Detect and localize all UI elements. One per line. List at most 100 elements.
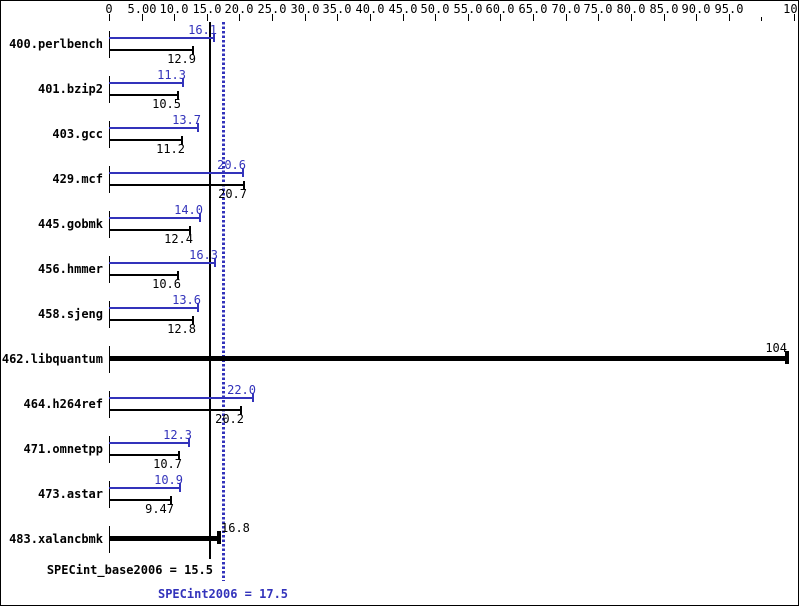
axis-tick <box>598 14 599 21</box>
base-bar <box>109 49 193 51</box>
axis-tick-label: 90.0 <box>681 2 711 16</box>
base-value-label: 20.7 <box>218 187 247 201</box>
axis-tick <box>370 14 371 21</box>
axis-tick-label: 60.0 <box>485 2 515 16</box>
peak-bar-cap <box>214 258 216 267</box>
axis-tick <box>761 17 762 21</box>
base-bar <box>109 499 171 501</box>
benchmark-label: 403.gcc <box>52 127 103 141</box>
peak-bar-cap <box>197 303 199 312</box>
benchmark-label: 445.gobmk <box>37 217 103 231</box>
axis-tick-label: 25.0 <box>257 2 287 16</box>
row-axis-line <box>109 391 110 418</box>
axis-tick <box>403 14 404 21</box>
axis-tick-label: 105 <box>783 2 798 16</box>
axis-tick <box>664 14 665 21</box>
row-axis-line <box>109 211 110 238</box>
merged-value-label: 16.8 <box>221 521 250 535</box>
row-axis-line <box>109 166 110 193</box>
axis-tick <box>174 14 175 21</box>
axis-tick-label: 40.0 <box>355 2 385 16</box>
row-axis-line <box>109 436 110 463</box>
benchmark-label: 400.perlbench <box>9 37 103 51</box>
axis-tick <box>500 14 501 21</box>
base-value-label: 20.2 <box>215 412 244 426</box>
specint-base2006-summary: SPECint_base2006 = 15.5 <box>46 563 213 577</box>
base-bar-cap <box>189 226 191 235</box>
axis-tick <box>142 14 143 21</box>
peak-bar <box>109 307 198 309</box>
benchmark-label: 471.omnetpp <box>23 442 103 456</box>
base-bar-cap <box>170 496 172 505</box>
axis-tick-label: 30.0 <box>290 2 320 16</box>
axis-tick <box>207 14 208 21</box>
peak-bar <box>109 127 198 129</box>
specint2006-summary: SPECint2006 = 17.5 <box>157 587 289 601</box>
axis-tick <box>272 14 273 21</box>
base-mean-line <box>209 22 211 559</box>
base-bar <box>109 454 179 456</box>
benchmark-label: 458.sjeng <box>37 307 103 321</box>
axis-tick-label: 55.0 <box>453 2 483 16</box>
peak-value-label: 20.6 <box>217 158 246 172</box>
base-bar-cap <box>177 271 179 280</box>
base-bar <box>109 184 244 186</box>
peak-value-label: 16.3 <box>189 248 218 262</box>
base-bar-cap <box>192 316 194 325</box>
peak-bar-cap <box>182 78 184 87</box>
peak-value-label: 16.1 <box>188 23 217 37</box>
axis-tick <box>729 14 730 21</box>
peak-bar <box>109 37 214 39</box>
base-value-label: 10.5 <box>152 97 181 111</box>
base-bar <box>109 229 190 231</box>
peak-bar-cap <box>199 213 201 222</box>
base-bar <box>109 274 178 276</box>
axis-tick-label: 85.0 <box>649 2 679 16</box>
base-value-label: 9.47 <box>145 502 174 516</box>
axis-tick-label: 0 <box>105 2 113 16</box>
row-axis-line <box>109 256 110 283</box>
peak-bar-cap <box>197 123 199 132</box>
axis-tick <box>435 14 436 21</box>
merged-bar <box>109 356 787 361</box>
peak-bar <box>109 442 189 444</box>
row-axis-line <box>109 301 110 328</box>
axis-tick-label: 65.0 <box>518 2 548 16</box>
peak-bar-cap <box>179 483 181 492</box>
axis-tick <box>794 14 795 21</box>
axis-tick-label: 10.0 <box>159 2 189 16</box>
axis-tick <box>337 14 338 21</box>
peak-bar <box>109 262 215 264</box>
axis-tick <box>239 14 240 21</box>
base-bar-cap <box>240 406 242 415</box>
peak-bar-cap <box>252 393 254 402</box>
axis-tick <box>533 14 534 21</box>
row-axis-line <box>109 481 110 508</box>
base-value-label: 12.8 <box>167 322 196 336</box>
base-bar-cap <box>243 181 245 190</box>
base-value-label: 12.9 <box>167 52 196 66</box>
benchmark-label: 464.h264ref <box>23 397 103 411</box>
peak-value-label: 11.3 <box>157 68 186 82</box>
base-bar-cap <box>177 91 179 100</box>
peak-bar <box>109 172 243 174</box>
peak-value-label: 14.0 <box>174 203 203 217</box>
peak-bar <box>109 487 180 489</box>
row-axis-line <box>109 76 110 103</box>
base-bar-cap <box>192 46 194 55</box>
benchmark-label: 456.hmmer <box>37 262 103 276</box>
benchmark-label: 473.astar <box>37 487 103 501</box>
base-bar <box>109 94 178 96</box>
base-value-label: 10.6 <box>152 277 181 291</box>
peak-mean-line <box>222 22 225 581</box>
axis-tick-label: 70.0 <box>551 2 581 16</box>
peak-bar-cap <box>213 33 215 42</box>
peak-value-label: 22.0 <box>227 383 256 397</box>
row-axis-line <box>109 31 110 58</box>
axis-tick-label: 15.0 <box>192 2 222 16</box>
base-value-label: 11.2 <box>156 142 185 156</box>
peak-bar <box>109 217 200 219</box>
axis-tick-label: 35.0 <box>322 2 352 16</box>
base-bar-cap <box>178 451 180 460</box>
axis-tick <box>696 14 697 21</box>
